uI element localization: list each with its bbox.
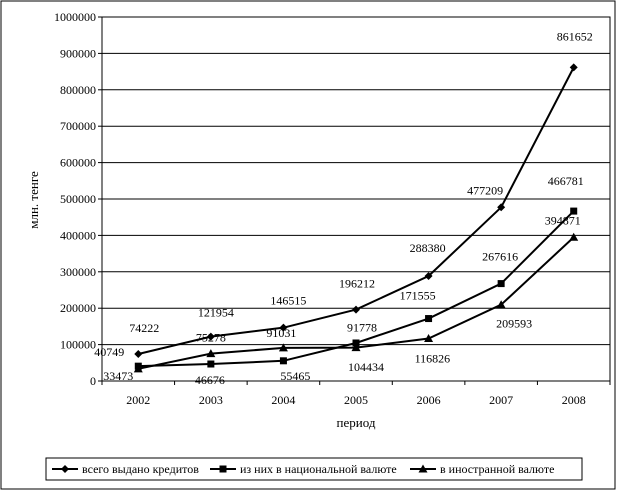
legend-label: из них в национальной валюте [240, 462, 397, 476]
legend-label: всего выдано кредитов [82, 462, 199, 476]
data-label: 55465 [280, 369, 310, 383]
point-triangle [133, 364, 143, 373]
y-tick-label: 300000 [60, 265, 96, 279]
y-tick-label: 200000 [60, 301, 96, 315]
data-labels: 74222 121954 146515 196212 288380 477209 86165… [94, 29, 592, 387]
point-square [219, 465, 227, 473]
data-label: 196212 [339, 277, 375, 291]
y-tick-label: 0 [90, 374, 96, 388]
point-diamond [424, 272, 433, 281]
point-triangle [418, 464, 428, 473]
x-tick-label: 2006 [417, 393, 441, 407]
point-square [425, 315, 433, 323]
x-tick-label: 2008 [562, 393, 586, 407]
x-tick-label: 2002 [126, 393, 150, 407]
data-label: 171555 [400, 289, 436, 303]
y-tick-label: 600000 [60, 156, 96, 170]
point-diamond [206, 332, 215, 341]
point-triangle [569, 232, 579, 241]
data-label: 288380 [410, 241, 446, 255]
data-label: 861652 [557, 29, 593, 43]
point-triangle [206, 349, 216, 358]
point-diamond [61, 465, 69, 473]
data-label: 116826 [415, 351, 451, 365]
series-layer [133, 63, 579, 373]
y-axis-title: млн. тенге [26, 171, 41, 229]
data-label: 74222 [129, 321, 159, 335]
x-tick-label: 2004 [271, 393, 295, 407]
y-tick-label: 400000 [60, 228, 96, 242]
gridlines [102, 16, 610, 346]
point-square [279, 357, 287, 365]
point-triangle [278, 343, 288, 352]
x-axis-ticks: 2002 2003 2004 2005 2006 2007 2008 [101, 381, 611, 407]
data-label: 91031 [266, 326, 296, 340]
point-triangle [496, 300, 506, 309]
data-label: 46676 [195, 373, 225, 387]
data-label: 40749 [94, 345, 124, 359]
point-diamond [279, 323, 288, 332]
data-label: 394871 [545, 213, 581, 227]
data-label: 33473 [103, 369, 133, 383]
y-tick-label: 500000 [60, 192, 96, 206]
data-label: 75278 [196, 331, 226, 345]
data-label: 209593 [496, 317, 532, 331]
data-label: 477209 [467, 183, 503, 197]
data-label: 121954 [198, 306, 234, 320]
y-tick-label: 1000000 [54, 10, 96, 24]
x-axis-title: период [337, 415, 376, 430]
y-axis-ticks: 0 100000 200000 300000 400000 500000 600000 700… [54, 10, 102, 388]
point-triangle [351, 343, 361, 352]
data-label: 267616 [482, 250, 518, 264]
point-diamond [134, 349, 143, 358]
data-label: 104434 [348, 360, 384, 374]
y-tick-label: 700000 [60, 119, 96, 133]
data-label: 466781 [548, 174, 584, 188]
data-label: 146515 [270, 294, 306, 308]
x-tick-label: 2005 [344, 393, 368, 407]
y-tick-label: 800000 [60, 83, 96, 97]
point-square [570, 207, 578, 215]
point-diamond [497, 203, 506, 212]
point-triangle [424, 333, 434, 342]
point-diamond [569, 63, 578, 72]
x-tick-label: 2007 [489, 393, 513, 407]
y-tick-label: 900000 [60, 46, 96, 60]
legend: всего выдано кредитов из них в национальн… [45, 457, 583, 481]
point-diamond [352, 305, 360, 314]
y-tick-label: 100000 [60, 338, 96, 352]
point-square [497, 280, 505, 288]
legend-label: в иностранной валюте [440, 462, 554, 476]
data-label: 91778 [347, 321, 377, 335]
legend-box [45, 457, 583, 481]
point-square [352, 339, 360, 347]
point-square [207, 360, 215, 368]
x-tick-label: 2003 [199, 393, 223, 407]
